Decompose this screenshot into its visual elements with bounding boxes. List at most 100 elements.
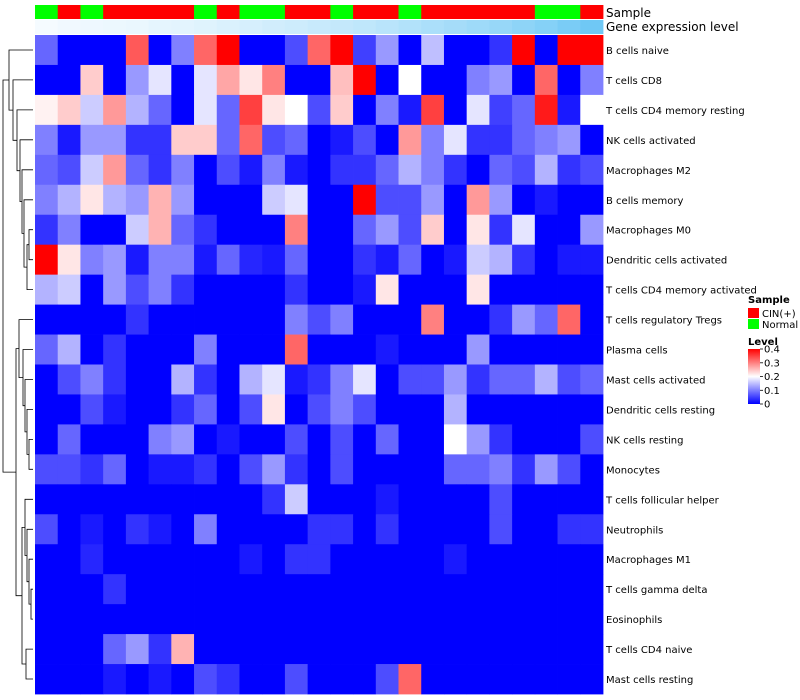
heatmap-cell — [512, 154, 536, 186]
heatmap-cell — [103, 214, 127, 246]
heatmap-cell — [239, 664, 263, 695]
heatmap-cell — [580, 574, 604, 605]
heatmap-cell — [35, 334, 59, 365]
heatmap-cell — [307, 394, 331, 425]
heatmap-cell — [57, 214, 81, 246]
heatmap-cell — [534, 544, 558, 575]
heatmap-cell — [534, 184, 558, 216]
heatmap-cell — [398, 214, 422, 246]
heatmap-cell — [194, 424, 218, 455]
heatmap-cell — [57, 124, 81, 156]
heatmap-cell — [216, 544, 240, 575]
heatmap-cell — [534, 244, 558, 276]
sample-annotation-cell — [35, 5, 59, 19]
heatmap-cell — [421, 274, 445, 305]
row-label: Macrophages M2 — [606, 166, 691, 177]
heatmap-cell — [262, 244, 286, 276]
sample-annotation-cell — [80, 5, 104, 19]
heatmap-cell — [443, 124, 468, 156]
heatmap-cell — [421, 214, 445, 246]
heatmap-cell — [398, 154, 422, 186]
heatmap-cell — [307, 484, 331, 515]
sample-annotation-cell — [194, 5, 218, 19]
heatmap-cell — [284, 304, 309, 335]
heatmap-cell — [148, 184, 172, 216]
row-dendrogram — [2, 49, 33, 680]
dendrogram-branch — [15, 348, 22, 597]
heatmap-cell — [35, 394, 59, 425]
row-labels: B cells naive T cells CD8 T cells CD4 memo… — [605, 46, 757, 686]
row-label: NK cells resting — [606, 435, 683, 446]
heatmap-cell — [512, 304, 536, 335]
heatmap-cell — [375, 244, 399, 276]
heatmap-cell — [580, 514, 604, 545]
expression-annotation-cell — [148, 20, 172, 34]
heatmap-cell — [284, 394, 309, 425]
heatmap-cell — [148, 274, 172, 305]
heatmap-cell — [443, 544, 468, 575]
heatmap-cell — [466, 454, 490, 485]
heatmap-cell — [580, 664, 604, 695]
heatmap-cell — [307, 334, 331, 365]
heatmap-cell — [421, 574, 445, 605]
heatmap-cell — [148, 334, 172, 365]
legend-level-tick-label: 0.1 — [764, 386, 780, 397]
sample-annotation-cell — [307, 5, 331, 19]
expression-annotation-cell — [80, 20, 104, 34]
heatmap-cell — [125, 484, 149, 515]
heatmap-cell — [557, 544, 581, 575]
heatmap-cell — [466, 604, 490, 635]
heatmap-cell — [239, 214, 263, 246]
heatmap-cell — [284, 544, 309, 575]
heatmap-cell — [171, 274, 195, 305]
heatmap-cell — [171, 424, 195, 455]
heatmap-cell — [262, 544, 286, 575]
heatmap-cell — [489, 574, 513, 605]
legend-level-ticks: 0.4 0.3 0.2 0.1 0 — [760, 345, 780, 411]
expression-annotation-cell — [398, 20, 422, 34]
heatmap-cell — [489, 94, 513, 126]
legend-sample-title: Sample — [748, 295, 790, 306]
heatmap-cell — [35, 274, 59, 305]
heatmap-cell — [35, 544, 59, 575]
sample-track-label: Sample — [606, 6, 651, 20]
heatmap-cell — [80, 394, 104, 425]
heatmap-cell — [80, 574, 104, 605]
heatmap-cell — [80, 274, 104, 305]
heatmap-cell — [216, 304, 240, 335]
heatmap-cell — [421, 364, 445, 395]
heatmap-cell — [194, 514, 218, 545]
heatmap-cell — [171, 154, 195, 186]
heatmap-cell — [216, 424, 240, 455]
heatmap-cell — [353, 664, 377, 695]
heatmap-cell — [466, 394, 490, 425]
heatmap-cell — [284, 604, 309, 635]
heatmap-cell — [443, 424, 468, 455]
heatmap-cell — [398, 94, 422, 126]
heatmap-cell — [330, 334, 354, 365]
heatmap-cell — [103, 244, 127, 276]
heatmap-cell — [353, 604, 377, 635]
heatmap-cell — [443, 574, 468, 605]
heatmap-cell — [125, 244, 149, 276]
legend: Sample CIN(+) Normal Level 0.4 0.3 0.2 0.1 0 — [748, 295, 798, 411]
heatmap-cell — [103, 364, 127, 395]
heatmap-cell — [148, 604, 172, 635]
heatmap-cell — [125, 514, 149, 545]
heatmap-cell — [262, 634, 286, 665]
dendrogram-branch — [22, 349, 33, 407]
heatmap-cell — [262, 35, 286, 66]
heatmap-cell — [330, 64, 354, 96]
dendrogram-branch — [26, 528, 33, 583]
sample-annotation-cell — [489, 5, 513, 19]
heatmap-cell — [262, 424, 286, 455]
dendrogram-branch — [26, 244, 33, 290]
heatmap-cell — [284, 454, 309, 485]
heatmap-cell — [35, 604, 59, 635]
heatmap-cell — [330, 514, 354, 545]
heatmap-cell — [194, 484, 218, 515]
heatmap-cell — [557, 424, 581, 455]
heatmap-cell — [557, 604, 581, 635]
heatmap-cell — [512, 184, 536, 216]
heatmap-cell — [262, 394, 286, 425]
